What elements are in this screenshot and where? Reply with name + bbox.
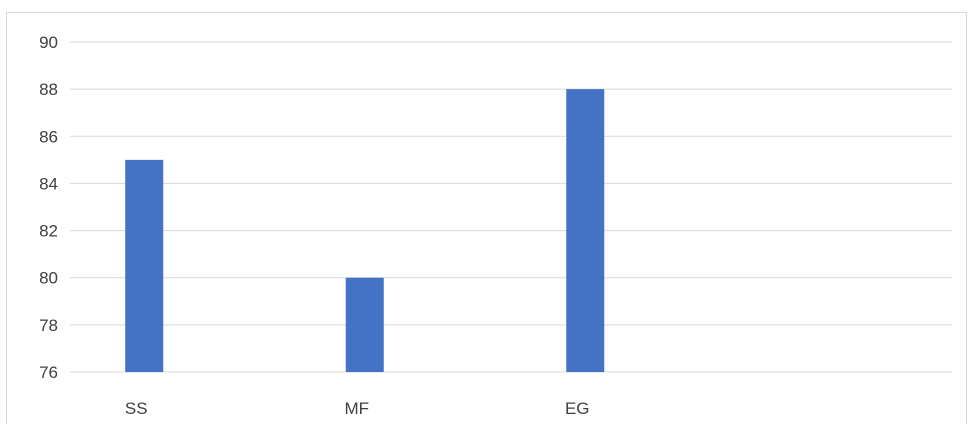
x-tick-label-eg: EG [565,399,590,418]
bar-mf [345,277,384,372]
y-tick-label: 90 [39,33,58,52]
x-axis-ticks: SS MF EG [125,399,590,418]
y-tick-label: 84 [39,174,58,193]
y-tick-label: 82 [39,222,58,241]
y-tick-label: 86 [39,127,58,146]
y-tick-label: 80 [39,269,58,288]
x-tick-label-ss: SS [125,399,148,418]
gridlines [70,41,952,373]
bar-eg [566,89,605,373]
chart-border [6,12,967,424]
y-tick-label: 88 [39,80,58,99]
bar-ss [125,159,164,372]
bars [125,89,605,373]
y-tick-label: 76 [39,363,58,382]
x-tick-label-mf: MF [344,399,369,418]
y-axis-ticks: 76 78 80 82 84 86 88 90 [39,33,58,382]
y-tick-label: 78 [39,316,58,335]
